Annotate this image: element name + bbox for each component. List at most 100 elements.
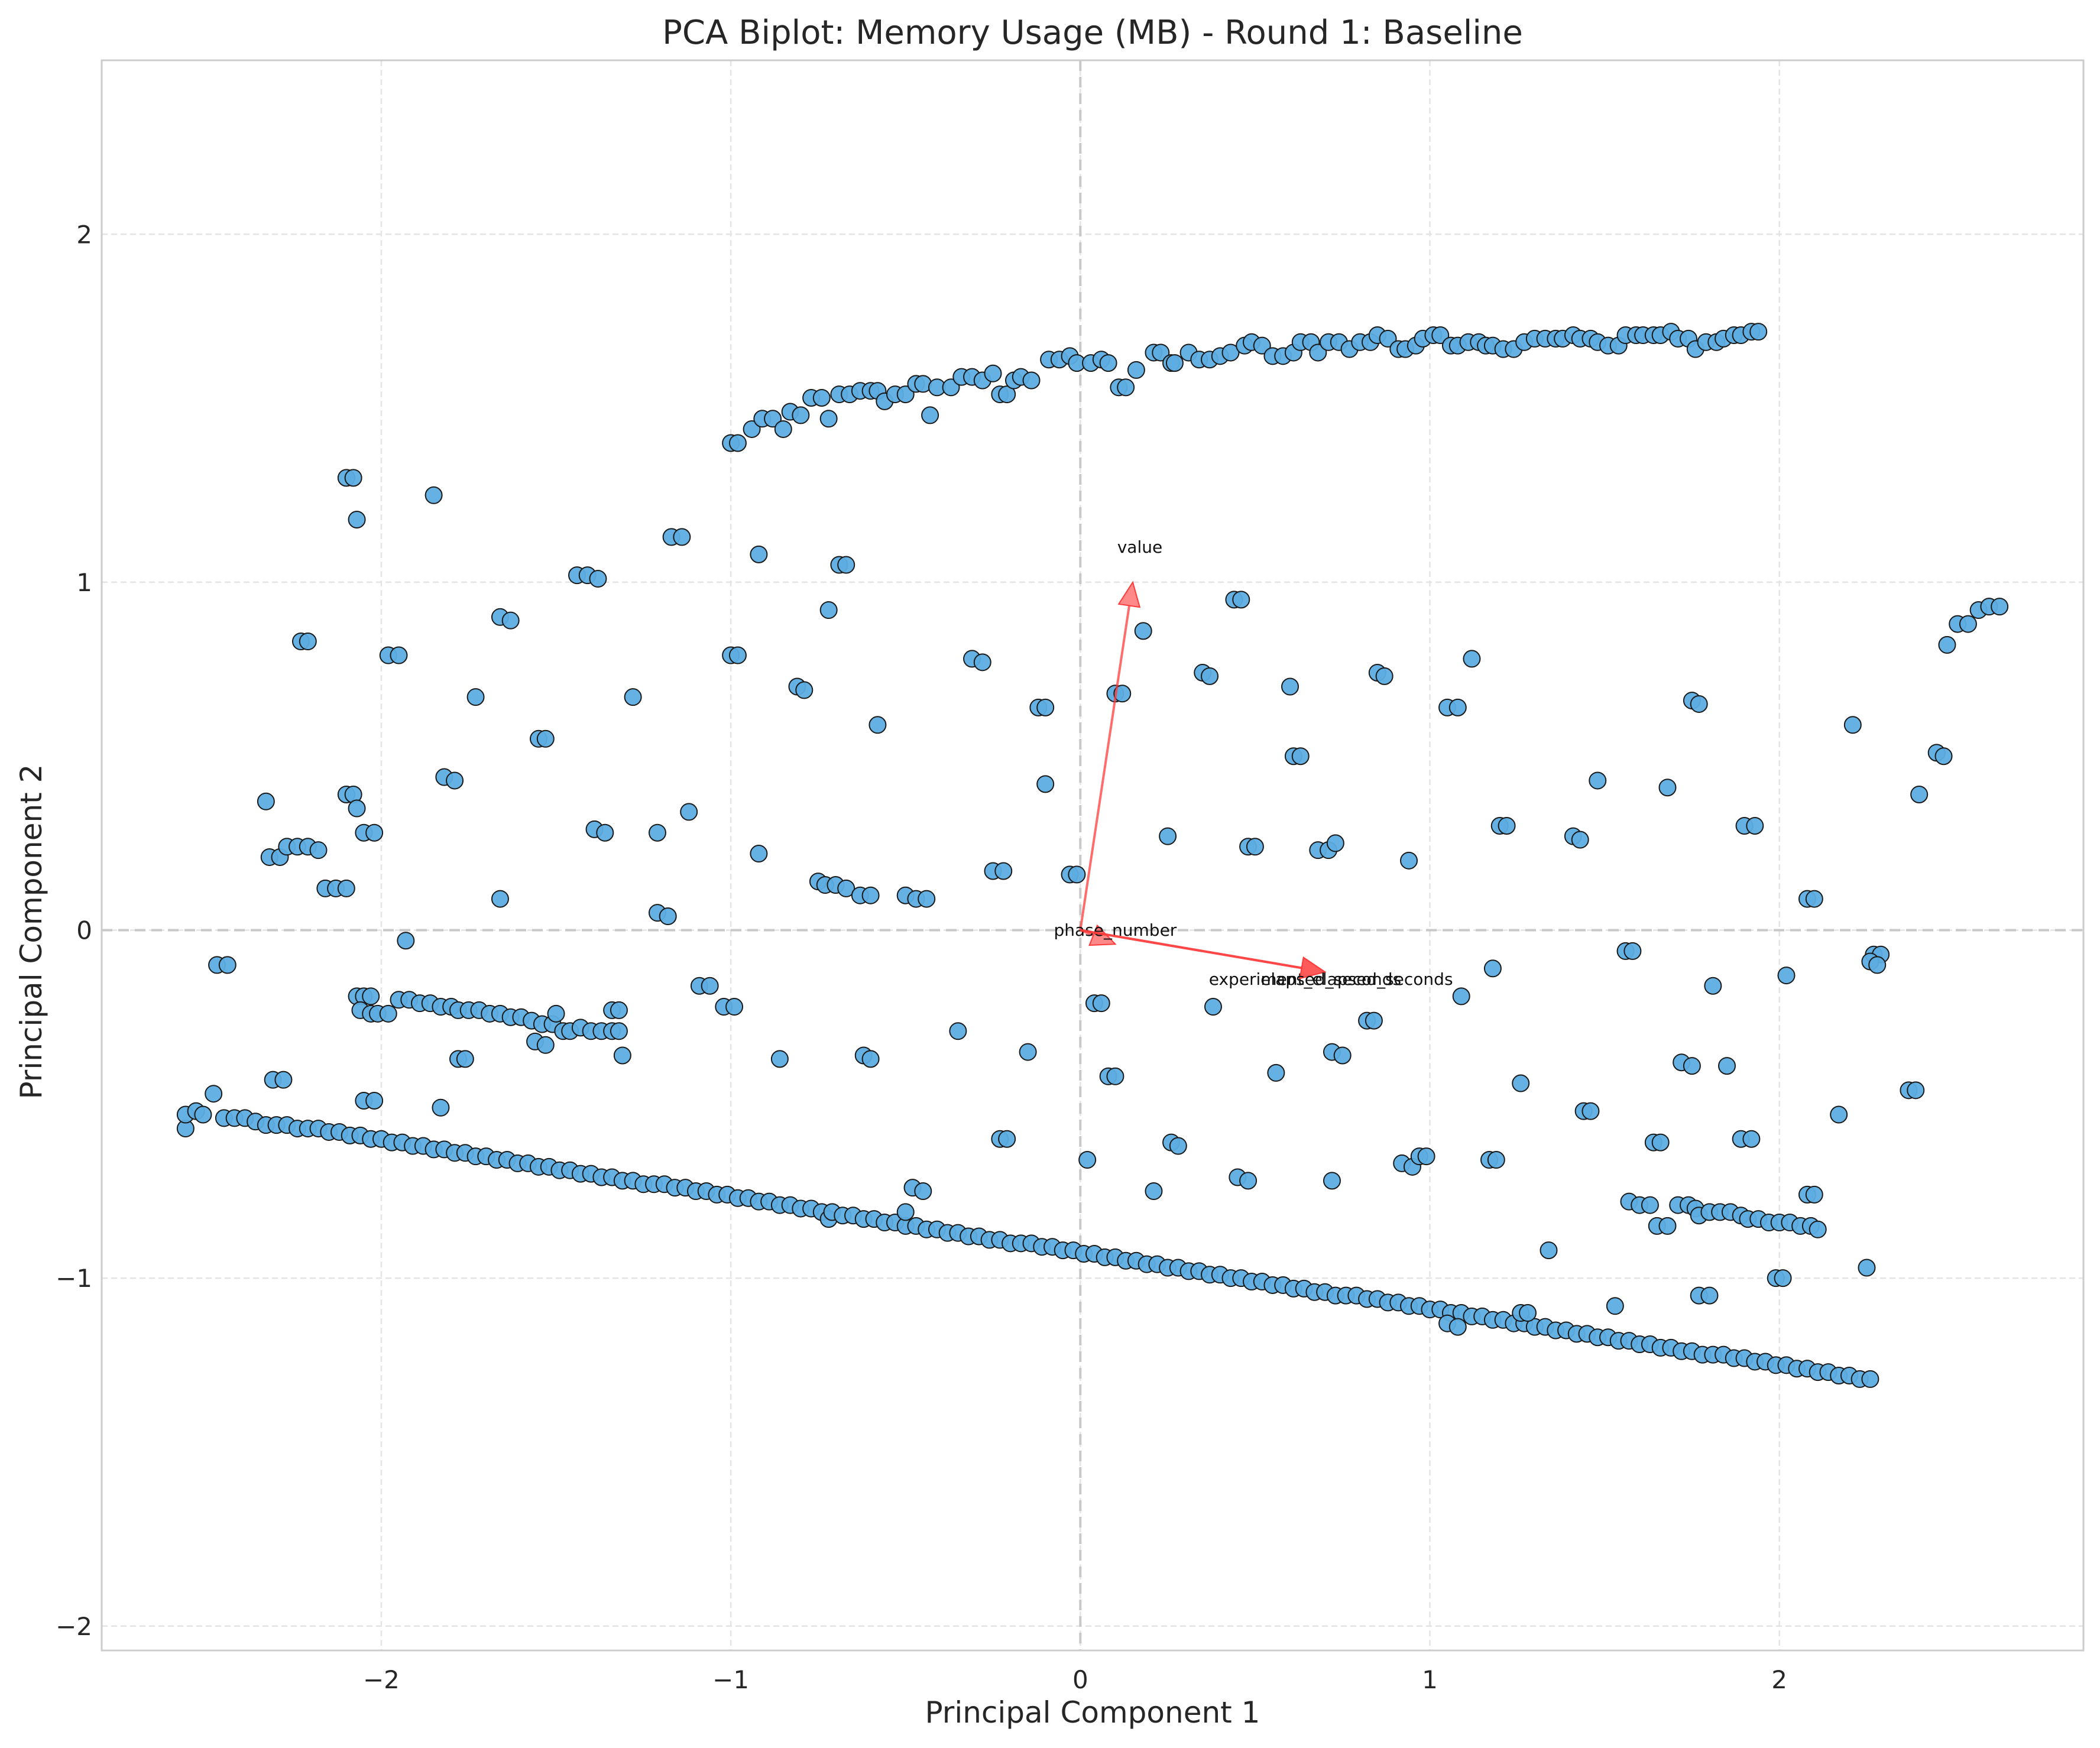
data-point (205, 1085, 223, 1103)
data-point (819, 410, 838, 428)
data-point (1777, 967, 1796, 985)
y-tick-label: 2 (76, 220, 92, 249)
data-point (1309, 343, 1327, 362)
data-point (942, 378, 960, 397)
data-point (728, 646, 747, 664)
data-point (446, 771, 464, 790)
data-point (1704, 977, 1722, 995)
data-point (1749, 323, 1768, 341)
data-point (1717, 1057, 1736, 1075)
loading-arrowhead-value (1117, 580, 1141, 608)
data-point (750, 545, 768, 563)
data-point (998, 385, 1016, 404)
data-point (1938, 635, 1956, 654)
data-point (1417, 1147, 1435, 1166)
data-point (1959, 615, 1977, 633)
data-point (1326, 834, 1344, 852)
data-point (547, 1004, 565, 1023)
data-point (1700, 1286, 1719, 1305)
y-tick-label: 1 (76, 568, 92, 597)
data-point (1092, 994, 1110, 1013)
data-point (491, 890, 509, 908)
data-point (1774, 1269, 1792, 1288)
data-point (1068, 865, 1086, 884)
data-point (1683, 1057, 1701, 1075)
data-point (1106, 1067, 1124, 1085)
chart-title: PCA Biplot: Memory Usage (MB) - Round 1:… (662, 14, 1523, 52)
data-point (362, 987, 380, 1006)
data-point (861, 886, 880, 904)
loading-arrowhead-elapsed_seconds (1299, 956, 1327, 980)
data-point (1589, 771, 1607, 790)
data-point (1113, 685, 1132, 703)
data-point (1232, 591, 1250, 609)
data-point (896, 1203, 915, 1221)
data-point (1830, 1105, 1848, 1124)
data-point (914, 1182, 932, 1201)
data-point (1463, 650, 1481, 668)
data-point (1868, 956, 1887, 974)
data-point (257, 792, 275, 810)
data-point (1246, 838, 1264, 856)
data-point (770, 1050, 789, 1068)
data-point (397, 932, 415, 950)
data-point (1651, 1133, 1670, 1152)
data-point (1281, 677, 1299, 696)
data-points (176, 323, 2009, 1388)
data-point (613, 1046, 631, 1065)
data-point (1078, 1151, 1097, 1169)
data-point (456, 1050, 474, 1068)
data-point (610, 1022, 628, 1040)
data-point (1641, 1196, 1659, 1214)
x-tick-label: 0 (1072, 1665, 1088, 1694)
data-point (589, 570, 607, 588)
zero-reference-lines (102, 60, 2083, 1650)
data-point (1152, 343, 1170, 362)
data-point (309, 841, 328, 860)
data-point (365, 1091, 384, 1110)
data-point (1036, 698, 1055, 716)
data-point (1991, 598, 2009, 616)
data-point (1448, 1318, 1467, 1336)
data-point (701, 977, 719, 995)
data-point (1375, 667, 1393, 685)
data-point (1145, 1182, 1163, 1201)
data-point (432, 1098, 450, 1117)
data-point (1571, 831, 1589, 849)
data-point (1582, 1102, 1600, 1120)
data-point (1843, 716, 1862, 734)
data-point (274, 1071, 293, 1089)
data-point (750, 845, 768, 863)
data-point (1204, 998, 1222, 1016)
data-point (1907, 1081, 1925, 1100)
data-point (725, 998, 744, 1016)
data-point (743, 420, 761, 438)
data-point (624, 688, 642, 706)
data-point (379, 1004, 397, 1023)
data-point (861, 1050, 880, 1068)
data-point (424, 486, 443, 504)
data-point (994, 862, 1013, 880)
data-point (1498, 816, 1516, 835)
data-point (673, 528, 691, 546)
data-point (984, 364, 1002, 382)
data-point (1201, 667, 1219, 685)
data-point (365, 823, 384, 842)
x-tick-label: 1 (1422, 1665, 1438, 1694)
data-point (1658, 779, 1677, 797)
data-point (1291, 747, 1310, 766)
data-point (1448, 698, 1467, 716)
x-tick-label: −2 (363, 1665, 400, 1694)
data-point (596, 823, 614, 842)
data-point (1910, 785, 1929, 803)
loading-label-experiment_elapsed_seconds: experiment_elapsed_seconds (1209, 969, 1453, 989)
data-point (1809, 1220, 1827, 1238)
data-point (466, 688, 485, 706)
data-point (536, 1036, 555, 1054)
data-point (648, 823, 666, 842)
data-point (812, 388, 831, 407)
data-point (610, 1001, 628, 1019)
data-point (973, 653, 991, 672)
data-point (1400, 851, 1418, 870)
